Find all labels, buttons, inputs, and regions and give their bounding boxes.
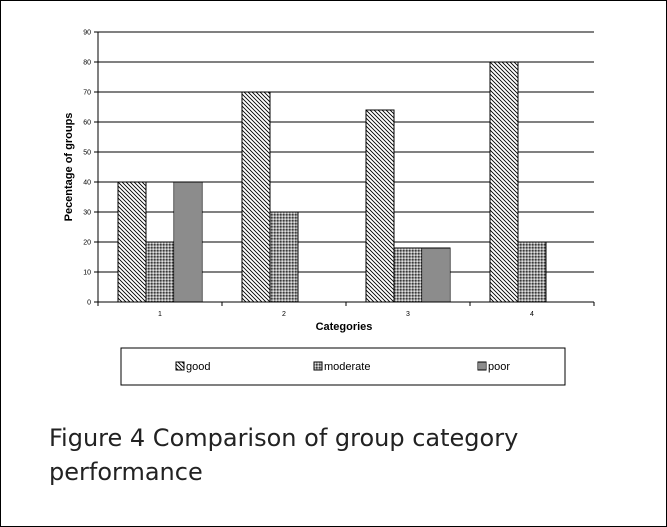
bar-moderate-4: [518, 242, 546, 302]
y-tick-label: 40: [83, 180, 91, 187]
legend-label-poor: poor: [488, 361, 510, 373]
bar-good-3: [366, 110, 394, 302]
legend-swatch-poor: [478, 362, 486, 370]
y-tick-label: 0: [87, 300, 91, 307]
bar-moderate-3: [394, 248, 422, 302]
y-tick-label: 20: [83, 240, 91, 247]
y-tick-label: 60: [83, 120, 91, 127]
bar-good-1: [118, 182, 146, 302]
bar-moderate-2: [270, 212, 298, 302]
x-axis-title: Categories: [316, 321, 373, 333]
y-tick-label: 80: [83, 60, 91, 67]
x-tick-label: 4: [530, 311, 534, 318]
y-tick-label: 10: [83, 270, 91, 277]
y-tick-label: 90: [83, 30, 91, 37]
bar-poor-1: [174, 182, 202, 302]
y-axis-title: Pecentage of groups: [63, 113, 75, 222]
legend-swatch-moderate: [314, 362, 322, 370]
bar-poor-3: [422, 248, 450, 302]
x-tick-label: 3: [406, 311, 410, 318]
y-tick-label: 30: [83, 210, 91, 217]
x-axis-ticks: 1 2 3 4: [98, 302, 594, 318]
bar-good-4: [490, 62, 518, 302]
bar-moderate-1: [146, 242, 174, 302]
legend: good moderate poor: [121, 348, 565, 385]
y-tick-label: 70: [83, 90, 91, 97]
legend-swatch-good: [176, 362, 184, 370]
bar-chart: 0 10 20 30 40 50 60 70 80 90 1 2 3 4 Pecentage of gr…: [1, 1, 667, 401]
legend-label-moderate: moderate: [324, 361, 370, 373]
bar-good-2: [242, 92, 270, 302]
figure-caption: Figure 4 Comparison of group category pe…: [49, 421, 609, 489]
y-tick-label: 50: [83, 150, 91, 157]
x-tick-label: 2: [282, 311, 286, 318]
legend-label-good: good: [186, 361, 210, 373]
x-tick-label: 1: [158, 311, 162, 318]
y-axis-ticks: 0 10 20 30 40 50 60 70 80 90: [83, 30, 98, 307]
